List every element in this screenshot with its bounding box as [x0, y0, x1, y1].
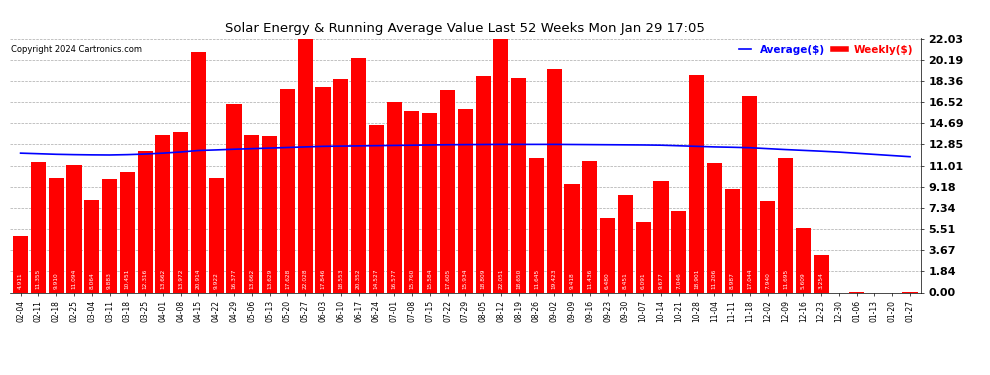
Bar [529, 158, 545, 292]
Bar [653, 181, 668, 292]
Text: 9.883: 9.883 [107, 272, 112, 289]
Bar [227, 104, 242, 292]
Text: 8.987: 8.987 [730, 272, 735, 289]
Bar [84, 200, 99, 292]
Text: 18.553: 18.553 [339, 268, 344, 289]
Text: 17.605: 17.605 [446, 268, 450, 289]
Bar [457, 109, 473, 292]
Bar [191, 52, 206, 292]
Bar [796, 228, 811, 292]
Bar [102, 178, 117, 292]
Bar [440, 90, 455, 292]
Text: 15.584: 15.584 [428, 268, 433, 289]
Text: 22.051: 22.051 [498, 268, 503, 289]
Text: 16.577: 16.577 [392, 268, 397, 289]
Bar [814, 255, 829, 292]
Bar [13, 236, 28, 292]
Text: 18.809: 18.809 [480, 268, 485, 289]
Bar [66, 165, 81, 292]
Bar [31, 162, 46, 292]
Text: 18.901: 18.901 [694, 268, 699, 289]
Bar [138, 151, 152, 292]
Text: 11.094: 11.094 [71, 268, 76, 289]
Title: Solar Energy & Running Average Value Last 52 Weeks Mon Jan 29 17:05: Solar Energy & Running Average Value Las… [226, 22, 705, 35]
Text: 10.451: 10.451 [125, 268, 130, 289]
Text: 19.423: 19.423 [551, 268, 556, 289]
Text: 20.352: 20.352 [356, 268, 361, 289]
Bar [49, 178, 63, 292]
Bar [689, 75, 704, 292]
Text: 9.418: 9.418 [569, 272, 574, 289]
Text: 17.628: 17.628 [285, 268, 290, 289]
Text: 13.662: 13.662 [160, 269, 165, 289]
Bar [564, 184, 579, 292]
Text: 4.911: 4.911 [18, 272, 23, 289]
Text: 12.316: 12.316 [143, 269, 148, 289]
Bar [636, 222, 650, 292]
Bar [280, 90, 295, 292]
Text: 11.206: 11.206 [712, 269, 717, 289]
Bar [511, 78, 527, 292]
Bar [707, 164, 722, 292]
Text: 8.064: 8.064 [89, 272, 94, 289]
Bar [475, 76, 491, 292]
Text: 16.377: 16.377 [232, 268, 237, 289]
Bar [120, 172, 135, 292]
Bar [618, 195, 633, 292]
Bar [155, 135, 170, 292]
Bar [386, 102, 402, 292]
Text: 11.645: 11.645 [534, 269, 539, 289]
Bar [742, 96, 757, 292]
Bar [351, 58, 366, 292]
Bar [334, 79, 348, 292]
Text: 22.028: 22.028 [303, 268, 308, 289]
Text: 13.972: 13.972 [178, 268, 183, 289]
Bar [422, 113, 438, 292]
Text: 6.091: 6.091 [641, 272, 645, 289]
Text: 17.846: 17.846 [321, 268, 326, 289]
Bar [600, 218, 615, 292]
Text: 7.940: 7.940 [765, 272, 770, 289]
Bar [778, 158, 793, 292]
Legend: Average($), Weekly($): Average($), Weekly($) [737, 43, 916, 57]
Text: 6.480: 6.480 [605, 272, 610, 289]
Text: 11.355: 11.355 [36, 268, 41, 289]
Bar [546, 69, 561, 292]
Bar [404, 111, 420, 292]
Text: 18.650: 18.650 [516, 268, 521, 289]
Bar [369, 125, 384, 292]
Bar [245, 135, 259, 292]
Text: 9.922: 9.922 [214, 272, 219, 289]
Bar [582, 161, 597, 292]
Text: 15.760: 15.760 [410, 268, 415, 289]
Bar [209, 178, 224, 292]
Text: Copyright 2024 Cartronics.com: Copyright 2024 Cartronics.com [11, 45, 142, 54]
Text: 17.044: 17.044 [747, 268, 752, 289]
Text: 20.914: 20.914 [196, 268, 201, 289]
Text: 8.451: 8.451 [623, 272, 628, 289]
Text: 3.254: 3.254 [819, 272, 824, 289]
Bar [671, 211, 686, 292]
Text: 9.677: 9.677 [658, 272, 663, 289]
Bar [298, 39, 313, 292]
Bar [760, 201, 775, 292]
Text: 15.934: 15.934 [462, 268, 468, 289]
Text: 11.695: 11.695 [783, 269, 788, 289]
Bar [173, 132, 188, 292]
Text: 9.910: 9.910 [53, 272, 58, 289]
Text: 11.436: 11.436 [587, 269, 592, 289]
Bar [262, 135, 277, 292]
Bar [316, 87, 331, 292]
Text: 13.662: 13.662 [249, 269, 254, 289]
Bar [725, 189, 740, 292]
Bar [493, 39, 509, 292]
Text: 13.629: 13.629 [267, 268, 272, 289]
Text: 14.527: 14.527 [374, 268, 379, 289]
Text: 7.046: 7.046 [676, 272, 681, 289]
Text: 5.609: 5.609 [801, 272, 806, 289]
